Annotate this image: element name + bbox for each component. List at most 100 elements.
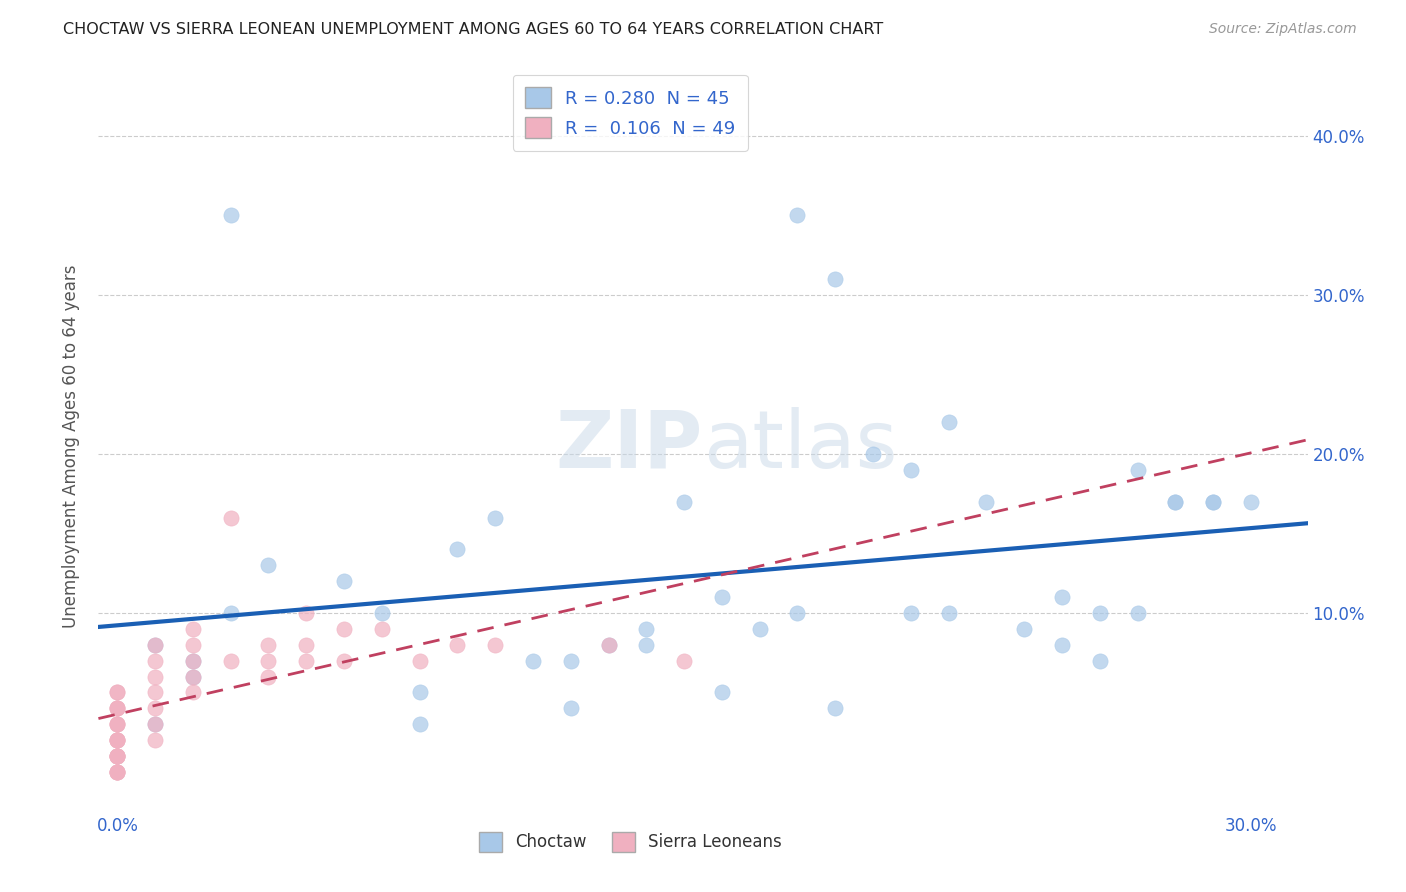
- Point: [105, 749, 128, 764]
- Point: [598, 638, 620, 652]
- Point: [143, 685, 166, 699]
- Point: [295, 638, 318, 652]
- Point: [673, 494, 696, 508]
- Point: [408, 717, 430, 731]
- Point: [1088, 654, 1111, 668]
- Point: [181, 685, 204, 699]
- Point: [105, 749, 128, 764]
- Point: [900, 606, 922, 620]
- Point: [560, 654, 582, 668]
- Point: [105, 749, 128, 764]
- Point: [371, 622, 394, 636]
- Point: [105, 764, 128, 779]
- Text: atlas: atlas: [703, 407, 897, 485]
- Point: [1202, 494, 1225, 508]
- Point: [1202, 494, 1225, 508]
- Point: [105, 764, 128, 779]
- Point: [786, 606, 808, 620]
- Point: [636, 622, 658, 636]
- Point: [257, 654, 280, 668]
- Point: [105, 717, 128, 731]
- Point: [143, 638, 166, 652]
- Point: [1012, 622, 1035, 636]
- Point: [446, 638, 468, 652]
- Point: [105, 733, 128, 747]
- Point: [257, 669, 280, 683]
- Point: [748, 622, 770, 636]
- Point: [295, 654, 318, 668]
- Point: [219, 654, 242, 668]
- Point: [333, 654, 356, 668]
- Point: [900, 463, 922, 477]
- Point: [181, 638, 204, 652]
- Point: [143, 654, 166, 668]
- Point: [1088, 606, 1111, 620]
- Point: [105, 733, 128, 747]
- Point: [1050, 638, 1073, 652]
- Point: [257, 638, 280, 652]
- Point: [1126, 606, 1149, 620]
- Point: [1126, 463, 1149, 477]
- Point: [371, 606, 394, 620]
- Point: [143, 717, 166, 731]
- Point: [181, 654, 204, 668]
- Point: [105, 717, 128, 731]
- Point: [143, 717, 166, 731]
- Point: [1164, 494, 1187, 508]
- Point: [219, 209, 242, 223]
- Text: ZIP: ZIP: [555, 407, 703, 485]
- Point: [105, 701, 128, 715]
- Point: [824, 272, 846, 286]
- Point: [1050, 590, 1073, 604]
- Point: [976, 494, 998, 508]
- Point: [257, 558, 280, 573]
- Point: [181, 669, 204, 683]
- Point: [522, 654, 544, 668]
- Point: [636, 638, 658, 652]
- Point: [710, 685, 733, 699]
- Point: [560, 701, 582, 715]
- Point: [446, 542, 468, 557]
- Point: [484, 638, 506, 652]
- Point: [143, 701, 166, 715]
- Point: [408, 654, 430, 668]
- Point: [219, 510, 242, 524]
- Point: [408, 685, 430, 699]
- Point: [105, 733, 128, 747]
- Point: [181, 622, 204, 636]
- Point: [105, 764, 128, 779]
- Text: CHOCTAW VS SIERRA LEONEAN UNEMPLOYMENT AMONG AGES 60 TO 64 YEARS CORRELATION CHA: CHOCTAW VS SIERRA LEONEAN UNEMPLOYMENT A…: [63, 22, 883, 37]
- Point: [105, 749, 128, 764]
- Point: [710, 590, 733, 604]
- Point: [333, 574, 356, 589]
- Point: [786, 209, 808, 223]
- Legend: Choctaw, Sierra Leoneans: Choctaw, Sierra Leoneans: [472, 826, 789, 858]
- Point: [673, 654, 696, 668]
- Point: [143, 638, 166, 652]
- Point: [333, 622, 356, 636]
- Point: [143, 733, 166, 747]
- Point: [105, 685, 128, 699]
- Point: [598, 638, 620, 652]
- Point: [181, 669, 204, 683]
- Point: [1164, 494, 1187, 508]
- Point: [938, 606, 960, 620]
- Point: [219, 606, 242, 620]
- Point: [295, 606, 318, 620]
- Point: [181, 654, 204, 668]
- Point: [105, 749, 128, 764]
- Text: Source: ZipAtlas.com: Source: ZipAtlas.com: [1209, 22, 1357, 37]
- Point: [105, 685, 128, 699]
- Point: [1240, 494, 1263, 508]
- Point: [484, 510, 506, 524]
- Point: [105, 717, 128, 731]
- Point: [824, 701, 846, 715]
- Point: [105, 733, 128, 747]
- Point: [105, 701, 128, 715]
- Point: [105, 701, 128, 715]
- Point: [143, 669, 166, 683]
- Point: [938, 415, 960, 429]
- Point: [105, 764, 128, 779]
- Y-axis label: Unemployment Among Ages 60 to 64 years: Unemployment Among Ages 60 to 64 years: [62, 264, 80, 628]
- Point: [862, 447, 884, 461]
